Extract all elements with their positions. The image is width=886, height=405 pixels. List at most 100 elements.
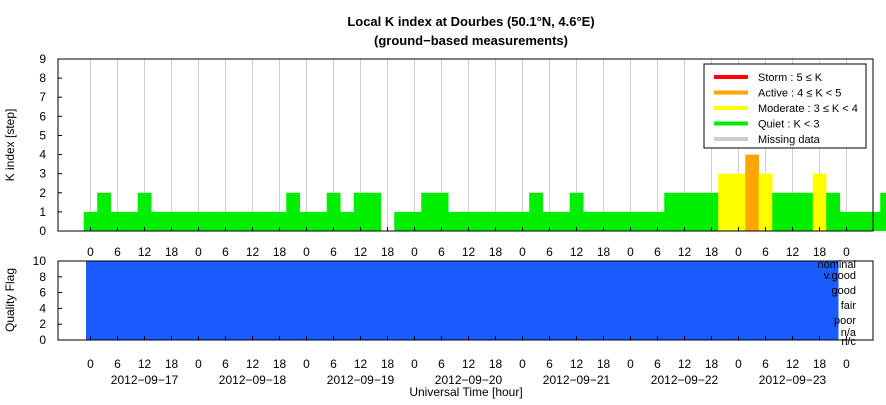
x-tick-label: 18	[489, 245, 503, 259]
k-index-bar	[785, 192, 800, 231]
quality-flag-label: fair	[841, 300, 857, 312]
k-index-bar	[461, 211, 476, 231]
k-index-bar	[151, 211, 166, 231]
x-tick-label: 6	[762, 357, 769, 371]
k-index-bar	[448, 211, 463, 231]
quality-flag-label: poor	[834, 315, 856, 327]
k-index-bar	[799, 192, 814, 231]
bottom-panel-y-label: Quality Flag	[3, 268, 17, 332]
top-panel-frame	[57, 58, 874, 232]
k-index-bar	[583, 211, 598, 231]
k-index-bar	[272, 211, 287, 231]
y-tick-label: 2	[39, 186, 46, 200]
x-tick-label: 0	[411, 245, 418, 259]
k-index-bar	[83, 211, 98, 231]
quality-flag-label: good	[832, 285, 856, 297]
x-tick-label: 18	[705, 245, 719, 259]
x-tick-label: 0	[519, 245, 526, 259]
quality-flag-label: nominal	[817, 259, 856, 271]
x-tick-label: 18	[165, 245, 179, 259]
k-index-bar	[286, 192, 301, 231]
k-index-bars	[83, 154, 886, 231]
x-tick-label: 18	[813, 245, 827, 259]
k-index-bar	[191, 211, 206, 231]
k-index-bar	[218, 211, 233, 231]
k-index-bar	[596, 211, 611, 231]
k-index-bar	[205, 211, 220, 231]
y-tick-label: 3	[39, 167, 46, 181]
x-tick-label: 18	[381, 357, 395, 371]
quality-flag-label: n/a	[841, 327, 857, 339]
x-tick-label: 6	[438, 357, 445, 371]
date-label: 2012−09−19	[327, 373, 395, 387]
quality-flag-label: v.good	[824, 270, 856, 282]
k-index-bar	[529, 192, 544, 231]
x-tick-label: 6	[438, 245, 445, 259]
date-label: 2012−09−17	[111, 373, 179, 387]
x-tick-label: 12	[138, 357, 152, 371]
k-index-bar	[772, 192, 787, 231]
k-index-bar	[839, 211, 854, 231]
legend: Storm : 5 ≤ K Active : 4 ≤ K < 5 Moderate …	[703, 63, 867, 149]
x-tick-label: 6	[114, 245, 121, 259]
k-index-bar	[137, 192, 152, 231]
k-index-bar	[853, 211, 868, 231]
k-index-bar	[826, 192, 841, 231]
legend-items: Storm : 5 ≤ K Active : 4 ≤ K < 5 Moderate …	[714, 72, 858, 146]
x-tick-label: 0	[627, 357, 634, 371]
k-index-bar	[313, 211, 328, 231]
k-index-bar	[866, 211, 881, 231]
x-tick-label: 12	[570, 245, 584, 259]
k-index-bar	[542, 211, 557, 231]
x-tick-label: 12	[678, 245, 692, 259]
k-index-bar	[394, 211, 409, 231]
k-index-bar	[367, 192, 382, 231]
x-tick-label: 0	[735, 245, 742, 259]
x-tick-label: 12	[138, 245, 152, 259]
x-tick-label: 6	[546, 245, 553, 259]
legend-label: Moderate : 3 ≤ K < 4	[758, 103, 858, 115]
y-tick-label: 7	[39, 90, 46, 104]
x-tick-label: 18	[165, 357, 179, 371]
x-tick-label: 0	[303, 357, 310, 371]
x-tick-label: 6	[330, 357, 337, 371]
k-index-bar	[731, 173, 746, 231]
x-tick-label: 12	[462, 357, 476, 371]
k-index-bar	[340, 211, 355, 231]
x-tick-label: 0	[519, 357, 526, 371]
x-tick-label: 12	[462, 245, 476, 259]
k-index-bar	[97, 192, 112, 231]
k-index-bar	[407, 211, 422, 231]
bottom-panel-frame	[57, 260, 874, 341]
x-tick-label: 12	[678, 357, 692, 371]
x-tick-label: 18	[273, 357, 287, 371]
y-tick-label: 6	[39, 286, 46, 300]
k-index-bar	[488, 211, 503, 231]
x-tick-label: 12	[246, 357, 260, 371]
date-label: 2012−09−23	[759, 373, 827, 387]
x-tick-label: 12	[246, 245, 260, 259]
x-tick-label: 6	[654, 245, 661, 259]
x-tick-label: 18	[705, 357, 719, 371]
k-index-bar	[515, 211, 530, 231]
x-tick-label: 6	[654, 357, 661, 371]
x-tick-label: 6	[114, 357, 121, 371]
date-label: 2012−09−22	[651, 373, 719, 387]
y-tick-label: 6	[39, 109, 46, 123]
date-label: 2012−09−20	[435, 373, 503, 387]
x-tick-label: 0	[843, 245, 850, 259]
chart-subtitle: (ground−based measurements)	[374, 33, 568, 48]
x-tick-label: 6	[222, 357, 229, 371]
k-index-bar	[434, 192, 449, 231]
k-index-bar	[475, 211, 490, 231]
y-tick-label: 2	[39, 317, 46, 331]
y-tick-label: 1	[39, 205, 46, 219]
k-index-bar	[758, 173, 773, 231]
x-axis-label: Universal Time [hour]	[409, 385, 522, 399]
top-panel-x-ticks: 0 6 12 18 0 6 12 18 0 6 12 18 0 6 12 18 0 6 12 18 0 6 12 18 0 6 12…	[87, 227, 850, 259]
x-tick-label: 0	[735, 357, 742, 371]
y-tick-label: 0	[39, 224, 46, 238]
x-tick-label: 0	[195, 245, 202, 259]
